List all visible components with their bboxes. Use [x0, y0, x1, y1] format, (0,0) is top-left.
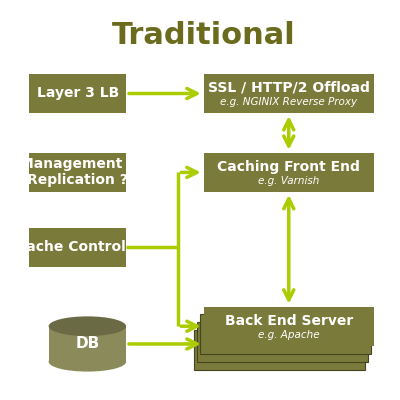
Text: Management ?
Replication ?: Management ? Replication ? — [20, 157, 135, 188]
FancyBboxPatch shape — [204, 153, 374, 192]
Text: Back End Server: Back End Server — [225, 314, 353, 328]
FancyBboxPatch shape — [200, 314, 371, 354]
Text: e.g. Apache: e.g. Apache — [258, 330, 320, 340]
FancyBboxPatch shape — [29, 74, 126, 113]
Polygon shape — [49, 326, 126, 362]
Text: Layer 3 LB: Layer 3 LB — [36, 86, 119, 100]
FancyBboxPatch shape — [197, 322, 368, 362]
FancyBboxPatch shape — [204, 74, 374, 113]
Text: Cache Control ?: Cache Control ? — [16, 240, 139, 254]
Text: Caching Front End: Caching Front End — [217, 160, 360, 174]
FancyBboxPatch shape — [194, 330, 365, 370]
Ellipse shape — [49, 352, 126, 372]
FancyBboxPatch shape — [29, 228, 126, 267]
FancyBboxPatch shape — [204, 306, 374, 346]
FancyBboxPatch shape — [29, 153, 126, 192]
Text: e.g. NGINIX Reverse Proxy: e.g. NGINIX Reverse Proxy — [220, 97, 357, 107]
Text: DB: DB — [75, 336, 100, 352]
Ellipse shape — [49, 316, 126, 336]
Text: Traditional: Traditional — [112, 20, 296, 50]
Text: e.g. Varnish: e.g. Varnish — [258, 176, 320, 186]
Text: SSL / HTTP/2 Offload: SSL / HTTP/2 Offload — [208, 81, 370, 95]
